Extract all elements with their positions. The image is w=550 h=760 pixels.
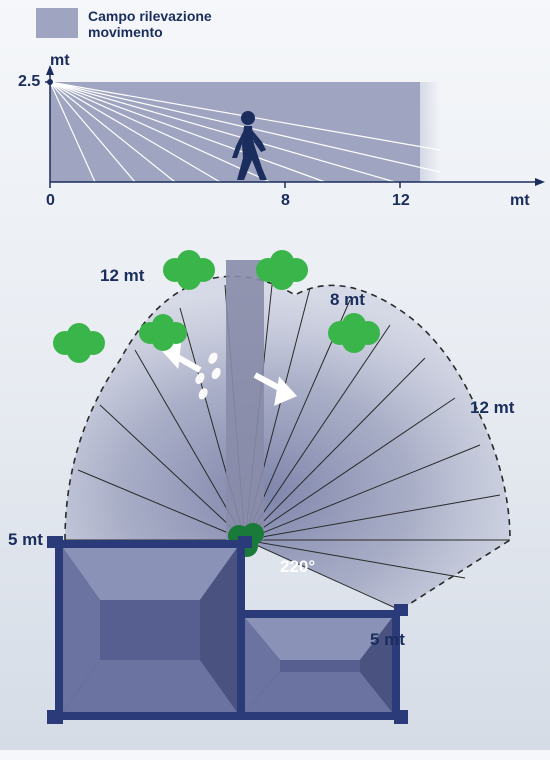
- top-label-5mt-2: 5 mt: [370, 630, 405, 650]
- top-view-diagram: 220°: [0, 240, 550, 760]
- side-view-diagram: [0, 50, 550, 260]
- side-y-unit: mt: [50, 52, 70, 70]
- top-label-12mt-2: 12 mt: [470, 398, 514, 418]
- top-label-8mt: 8 mt: [330, 290, 365, 310]
- legend-text-1: Campo rilevazione: [88, 8, 212, 24]
- side-x-tick-12: 12: [392, 192, 410, 210]
- top-label-5mt-1: 5 mt: [8, 530, 43, 550]
- svg-text:220°: 220°: [280, 557, 315, 576]
- side-y-tick: 2.5: [18, 73, 40, 91]
- legend-text-2: movimento: [88, 24, 163, 40]
- side-x-unit: mt: [510, 192, 530, 210]
- side-x-tick-0: 0: [46, 192, 55, 210]
- top-label-12mt-1: 12 mt: [100, 266, 144, 286]
- side-x-tick-8: 8: [281, 192, 290, 210]
- legend-swatch: [36, 8, 78, 38]
